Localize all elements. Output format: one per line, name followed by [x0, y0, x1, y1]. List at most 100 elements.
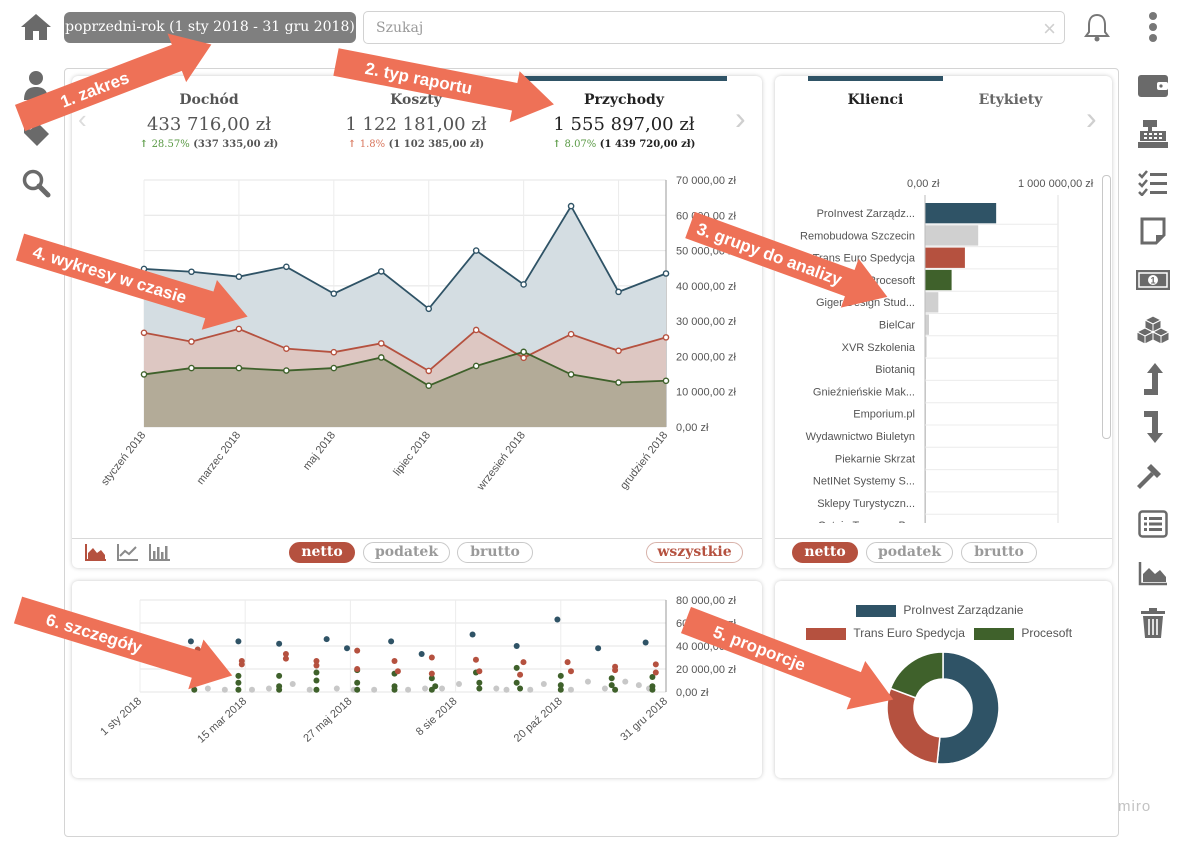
category-label: Piekarnie Skrzat [835, 453, 915, 465]
data-point [662, 377, 670, 385]
scatter-point [333, 685, 340, 692]
kpi-income[interactable]: Dochód 433 716,00 zł ↑ 28.57% (337 335,0… [109, 92, 309, 150]
tab-clients[interactable]: Klienci [847, 92, 904, 108]
data-point [472, 247, 480, 254]
note-icon[interactable] [1136, 216, 1170, 246]
tabs-next-arrow-icon[interactable]: › [1086, 100, 1097, 136]
scatter-point [476, 668, 483, 675]
scatter-point [652, 661, 659, 668]
podatek-toggle-clients[interactable]: podatek [866, 542, 953, 563]
legend-label: Trans Euro Spedycja [853, 626, 965, 640]
details-scatter-chart[interactable]: 0,00 zł 20 000,00 zł 40 000,00 zł 60 000,00… [72, 581, 762, 778]
search-input[interactable] [364, 12, 1024, 43]
data-point [283, 367, 290, 374]
all-series-toggle[interactable]: wszystkie [646, 542, 743, 563]
scatter-point [564, 659, 571, 666]
x-tick-label: marzec 2018 [195, 429, 244, 487]
x-tick-label: 15 mar 2018 [195, 695, 249, 745]
netto-toggle-clients[interactable]: netto [792, 542, 858, 563]
checklist-icon[interactable] [1136, 168, 1170, 198]
kpi-revenue[interactable]: Przychody 1 555 897,00 zł ↑ 8.07% (1 439… [524, 92, 724, 150]
scatter-point [221, 686, 228, 693]
search-box[interactable]: × [363, 11, 1065, 44]
scatter-point [276, 640, 283, 647]
netto-toggle[interactable]: netto [289, 542, 355, 563]
scatter-point [476, 679, 483, 686]
scatter-point [248, 686, 255, 693]
time-series-chart[interactable]: 0,00 zł 10 000,00 zł 20 000,00 zł 30 000,00… [72, 160, 762, 540]
bar [925, 314, 929, 335]
kpi-prev-arrow-icon[interactable]: ‹ [78, 104, 87, 134]
scatter-point [289, 680, 296, 687]
category-label: Gnieźnieńskie Mak... [813, 386, 915, 398]
category-label: Ostoja Tramseu B... [818, 520, 915, 523]
scatter-point [354, 679, 361, 686]
clients-scrollbar[interactable] [1102, 175, 1111, 439]
bar [925, 225, 979, 246]
data-point [188, 364, 195, 372]
data-point [567, 330, 575, 338]
tag-icon[interactable] [20, 116, 52, 150]
bar-axis-end-label: 1 000 000,00 zł [1018, 178, 1094, 190]
kpi-title: Koszty [390, 92, 442, 108]
podatek-toggle[interactable]: podatek [363, 542, 450, 563]
kpi-costs[interactable]: Koszty 1 122 181,00 zł ↑ 1.8% (1 102 385… [316, 92, 516, 150]
proportions-donut-chart[interactable] [880, 645, 1006, 771]
x-tick-label: 20 paź 2018 [512, 695, 565, 744]
pie-legend-item: Procesoft [974, 626, 1094, 640]
area-chart-icon[interactable] [1136, 558, 1170, 588]
scatter-point [584, 678, 591, 685]
category-label: Procesoft [869, 275, 915, 287]
data-point [567, 371, 575, 378]
active-tab-indicator [808, 76, 943, 81]
clear-search-icon[interactable]: × [1043, 16, 1056, 41]
kpi-trend-icon: ↑ [139, 139, 149, 150]
pie-legend-item: Trans Euro Spedycja [806, 626, 976, 640]
scatter-point [608, 682, 615, 689]
scatter-point [235, 686, 242, 693]
brutto-toggle-clients[interactable]: brutto [961, 542, 1037, 563]
line-chart-type-icon[interactable] [116, 542, 140, 562]
wallet-icon[interactable] [1136, 70, 1170, 100]
kpi-percent: 8.07% [564, 139, 597, 150]
kpi-trend-icon: ↑ [552, 139, 562, 150]
clients-bar-chart[interactable]: ProInvest Zarządz... Remobudowa Szczecin T… [780, 195, 1105, 523]
category-label: Sklepy Turystyczn... [817, 498, 915, 510]
search-icon[interactable] [20, 166, 52, 200]
banknote-icon[interactable]: 1 [1134, 265, 1172, 295]
bar-chart-type-icon[interactable] [148, 542, 172, 562]
arrow-up-icon[interactable] [1138, 362, 1168, 396]
legend-label: Procesoft [1021, 626, 1073, 640]
scatter-point [191, 672, 198, 679]
legend-label: ProInvest Zarządzanie [903, 603, 1024, 617]
hammer-icon[interactable] [1136, 460, 1170, 492]
arrow-down-icon[interactable] [1138, 410, 1168, 444]
bell-icon[interactable] [1080, 10, 1114, 44]
brutto-toggle[interactable]: brutto [457, 542, 533, 563]
x-tick-label: 31 gru 2018 [618, 695, 670, 743]
data-point [330, 290, 338, 297]
data-point [615, 379, 622, 386]
scatter-point [472, 656, 479, 663]
dashboard-frame [64, 68, 1119, 837]
scatter-point [235, 679, 242, 686]
data-point [235, 273, 243, 280]
date-range-button[interactable]: poprzedni-rok (1 sty 2018 - 31 gru 2018) [64, 12, 356, 43]
scatter-point [608, 675, 615, 682]
y-tick-label: 60 000,00 zł [676, 210, 736, 222]
scatter-point [567, 686, 574, 693]
scatter-point [428, 654, 435, 661]
list-icon[interactable] [1136, 508, 1170, 540]
trash-icon[interactable] [1138, 606, 1168, 640]
scatter-point [567, 668, 574, 675]
cash-register-icon[interactable] [1136, 118, 1170, 150]
area-chart-type-icon[interactable] [84, 542, 108, 562]
tab-labels[interactable]: Etykiety [978, 92, 1043, 108]
kpi-value: 1 555 897,00 zł [553, 114, 695, 135]
boxes-icon[interactable] [1136, 314, 1170, 346]
home-icon[interactable] [18, 10, 54, 44]
kpi-next-arrow-icon[interactable]: › [735, 100, 746, 136]
more-menu-icon[interactable] [1140, 10, 1166, 44]
user-icon[interactable] [20, 68, 52, 102]
kpi-previous: (1 439 720,00 zł) [599, 139, 696, 150]
